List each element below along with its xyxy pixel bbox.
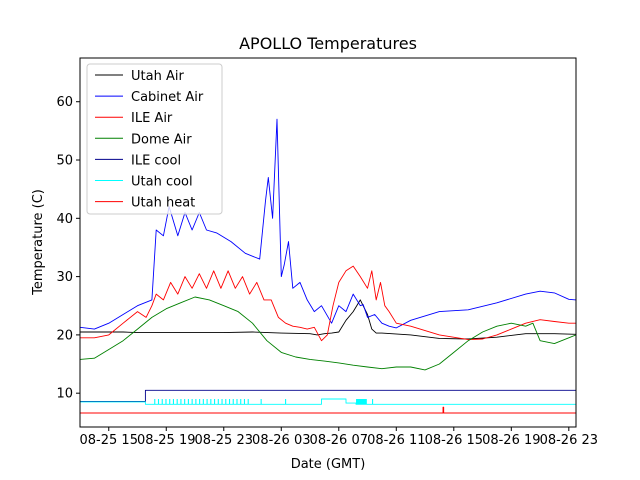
legend-label-ile-air: ILE Air (131, 111, 173, 126)
y-tick-label: 40 (56, 212, 73, 227)
x-tick-label: 08-25 19 (137, 433, 195, 448)
series-line-utah-heat (80, 406, 576, 414)
x-tick-label: 08-26 07 (310, 433, 368, 448)
chart-title: APOLLO Temperatures (239, 34, 417, 53)
x-axis-label: Date (GMT) (291, 457, 366, 472)
plot-area-frame (79, 57, 577, 428)
series-line-ile-cool (80, 389, 576, 402)
legend-label-cabinet-air: Cabinet Air (131, 90, 204, 105)
series-line-utah-air (80, 299, 576, 340)
legend: Utah Air Cabinet Air ILE Air Dome Air ILE co… (86, 63, 223, 215)
legend-box (86, 63, 223, 215)
x-tick-label: 08-26 15 (425, 433, 483, 448)
legend-label-utah-cool: Utah cool (131, 175, 193, 190)
legend-label-utah-heat: Utah heat (131, 196, 195, 211)
x-tick-label: 08-26 03 (252, 433, 310, 448)
utah-cool-burst (356, 399, 367, 405)
series-line-utah-cool (80, 398, 576, 405)
y-tick-label: 10 (56, 387, 73, 402)
y-tick-label: 50 (56, 154, 73, 169)
x-tick-label: 08-25 23 (195, 433, 253, 448)
y-tick-label: 20 (56, 328, 73, 343)
legend-label-utah-air: Utah Air (131, 69, 184, 84)
legend-label-ile-cool: ILE cool (131, 153, 181, 168)
series-line-cabinet-air (80, 118, 576, 330)
x-tick-label: 08-25 15 (80, 433, 138, 448)
x-tick-label: 08-26 19 (482, 433, 540, 448)
series-line-dome-air (80, 296, 576, 371)
x-tick-label: 08-26 11 (367, 433, 425, 448)
legend-label-dome-air: Dome Air (131, 132, 192, 147)
series-line-ile-air (80, 265, 576, 342)
x-tick-label: 08-26 23 (540, 433, 598, 448)
y-tick-label: 30 (56, 270, 73, 285)
y-axis-label: Temperature (C) (31, 189, 46, 296)
y-tick-label: 60 (56, 95, 73, 110)
